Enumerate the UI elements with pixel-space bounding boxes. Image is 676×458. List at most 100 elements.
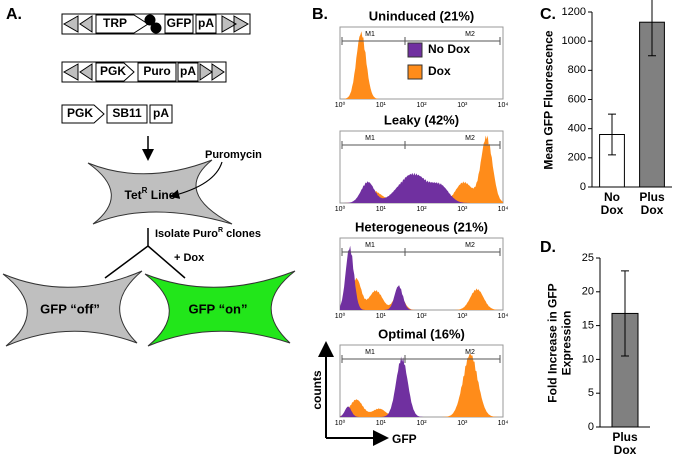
x-tick-label: 10⁴ <box>498 313 509 320</box>
histogram-title: Heterogeneous (21%) <box>355 219 488 234</box>
x-tick-label: Plus Dox <box>612 430 638 457</box>
element-label: PGK <box>67 106 93 120</box>
gate <box>341 248 501 256</box>
x-tick-label: 10² <box>416 206 427 213</box>
x-tick-label: 10⁴ <box>498 206 509 213</box>
x-tick-label: 10² <box>416 420 427 427</box>
histogram-title: Uninduced (21%) <box>369 8 474 23</box>
gate <box>341 141 501 149</box>
cell <box>87 159 233 225</box>
y-tick-label: 600 <box>568 93 586 105</box>
gate <box>341 37 501 45</box>
y-tick-label: 20 <box>582 286 594 298</box>
element-label: pA <box>180 64 196 78</box>
x-tick-label: No Dox <box>600 190 624 217</box>
y-tick-label: 5 <box>588 387 594 399</box>
error-bar <box>648 0 656 57</box>
histogram-dox <box>340 31 503 99</box>
error-bar <box>608 113 616 156</box>
y-tick-label: 800 <box>568 64 586 76</box>
cell-off <box>2 270 143 347</box>
element-label: pA <box>198 16 214 30</box>
histogram-title: Leaky (42%) <box>384 112 459 127</box>
arrow <box>169 161 223 199</box>
x-tick-label: 10¹ <box>376 206 387 213</box>
x-tick-label: 10³ <box>457 420 468 427</box>
x-tick-label: 10⁰ <box>335 101 346 109</box>
element-label: pA <box>153 106 169 120</box>
construct-3 <box>61 104 173 124</box>
histogram-dox <box>340 135 503 203</box>
gate <box>341 355 501 363</box>
y-tick-label: 200 <box>568 152 586 164</box>
y-axis-label: Fold Increase in GFP Expression <box>545 282 573 403</box>
x-tick-label: 10² <box>416 313 427 320</box>
y-tick-label: 0 <box>580 181 586 193</box>
y-axis-label: Mean GFP Fluorescence <box>541 29 555 170</box>
y-tick-label: 1200 <box>562 6 586 18</box>
gate-label: M1 <box>365 349 375 356</box>
legend-label: No Dox <box>428 42 470 56</box>
x-tick-label: 10⁰ <box>335 419 346 427</box>
branch-arrows <box>104 228 186 279</box>
histogram-dox <box>340 353 503 417</box>
gate-label: M2 <box>465 242 475 249</box>
gate-label: M1 <box>365 135 375 142</box>
x-tick-label: 10¹ <box>376 102 387 109</box>
y-tick-label: 0 <box>588 421 594 433</box>
histogram-no-dox <box>340 172 503 203</box>
x-tick-label: 10⁴ <box>498 102 509 109</box>
element-label: PGK <box>100 64 126 78</box>
y-tick-label: 25 <box>582 252 594 264</box>
element-label: Puro <box>143 64 170 78</box>
gate-label: M2 <box>465 135 475 142</box>
gate-label: M2 <box>465 31 475 38</box>
x-tick-label: Plus Dox <box>639 190 665 217</box>
cell-label: TetR Line <box>125 186 176 202</box>
panel-label: B. <box>312 6 328 23</box>
x-axis-label: GFP <box>392 432 417 446</box>
x-tick-label: 10⁰ <box>335 312 346 320</box>
construct-2 <box>61 61 227 83</box>
histograms: Uninduced (21%) M1 M2 10⁰ 10¹ 10² 10³ 10⁴ Leaky … <box>335 8 509 426</box>
y-tick-label: 10 <box>582 353 594 365</box>
error-bar <box>621 270 629 357</box>
gate-label: M1 <box>365 242 375 249</box>
panel-label: A. <box>6 6 22 23</box>
isolate-label: Isolate PuroR clones <box>155 227 261 240</box>
histogram-dox <box>340 277 503 310</box>
legend-label: Dox <box>428 64 451 78</box>
puromycin-label: Puromycin <box>205 149 262 161</box>
y-axis-label: counts <box>310 370 324 410</box>
cell-on <box>144 270 296 347</box>
cell-label: GFP “on” <box>189 301 248 316</box>
y-tick-label: 1000 <box>562 35 586 47</box>
panel-label: C. <box>540 6 556 23</box>
gate-label: M2 <box>465 349 475 356</box>
element-label: TRP <box>103 16 127 30</box>
legend-swatch <box>407 42 423 58</box>
dox-label: + Dox <box>174 252 205 264</box>
panel-label: D. <box>540 239 556 256</box>
x-tick-label: 10¹ <box>376 313 387 320</box>
x-tick-label: 10³ <box>457 102 468 109</box>
histogram-no-dox <box>340 245 503 310</box>
histogram-title: Optimal (16%) <box>378 326 465 341</box>
x-tick-label: 10² <box>416 102 427 109</box>
y-tick-label: 15 <box>582 320 594 332</box>
x-tick-label: 10³ <box>457 206 468 213</box>
y-tick-label: 400 <box>568 123 586 135</box>
element-label: GFP <box>167 16 192 30</box>
x-tick-label: 10¹ <box>376 420 387 427</box>
gate-label: M1 <box>365 31 375 38</box>
x-tick-label: 10³ <box>457 313 468 320</box>
cell-label: GFP “off” <box>40 301 100 316</box>
legend-swatch <box>407 64 423 80</box>
x-tick-label: 10⁰ <box>335 205 346 213</box>
element-label: SB11 <box>112 106 142 120</box>
construct-1 <box>61 13 251 35</box>
x-tick-label: 10⁴ <box>498 420 509 427</box>
